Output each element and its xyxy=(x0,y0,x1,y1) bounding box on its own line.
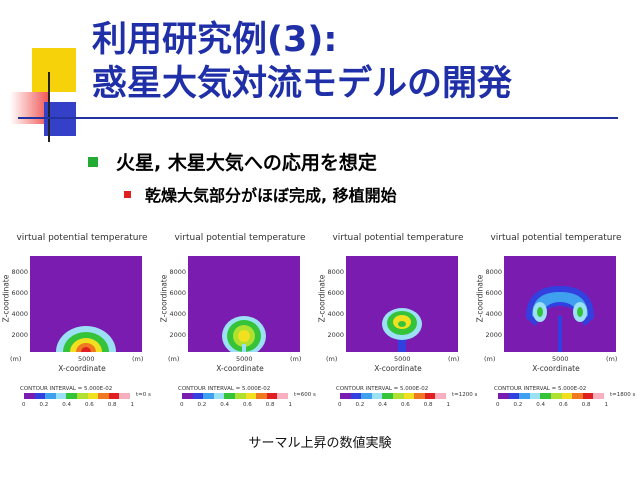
x-unit: (m) xyxy=(10,355,22,363)
colorbar xyxy=(24,393,130,399)
thermal-plume-graphic xyxy=(222,316,266,352)
y-tick: 6000 xyxy=(169,289,186,297)
title-underline xyxy=(18,117,618,119)
y-tick: 6000 xyxy=(11,289,28,297)
bullet-1-text: 火星, 木星大気への応用を想定 xyxy=(116,152,377,174)
y-tick: 6000 xyxy=(485,289,502,297)
title-line-1: 利用研究例(3): xyxy=(92,20,338,60)
decor-yellow-square xyxy=(32,48,76,92)
y-tick: 4000 xyxy=(11,310,28,318)
figure-caption: サーマル上昇の数値実験 xyxy=(248,436,392,451)
colorbar xyxy=(498,393,604,399)
contour-plot xyxy=(346,256,458,352)
slide-title: 利用研究例(3): 惑星大気対流モデルの開発 xyxy=(92,18,632,106)
bullet-2: 乾燥大気部分がほぼ完成, 移植開始 xyxy=(124,182,397,206)
simulation-panel-3: virtual potential temperature Z-coordina… xyxy=(318,228,478,414)
x-center-tick: 5000 xyxy=(552,355,569,363)
y-tick: 4000 xyxy=(327,310,344,318)
y-tick: 2000 xyxy=(11,331,28,339)
title-line-2: 惑星大気対流モデルの開発 xyxy=(92,64,513,104)
panel-xlabel: X-coordinate xyxy=(374,364,422,373)
thermal-plume-graphic xyxy=(526,286,594,352)
x-unit-right: (m) xyxy=(448,355,460,363)
contour-interval: CONTOUR INTERVAL = 5.000E-02 xyxy=(20,386,113,392)
time-label: t=600 s xyxy=(294,392,316,398)
x-unit: (m) xyxy=(326,355,338,363)
y-tick: 8000 xyxy=(327,268,344,276)
y-tick: 8000 xyxy=(11,268,28,276)
contour-plot xyxy=(30,256,142,352)
colorbar-ticks: 0 0.2 0.4 0.6 0.8 1 xyxy=(496,402,608,408)
y-tick: 2000 xyxy=(169,331,186,339)
colorbar-ticks: 0 0.2 0.4 0.6 0.8 1 xyxy=(338,402,450,408)
time-label: t=1200 s xyxy=(452,392,478,398)
time-label: t=0 s xyxy=(136,392,151,398)
colorbar xyxy=(182,393,288,399)
y-tick: 4000 xyxy=(169,310,186,318)
panel-xlabel: X-coordinate xyxy=(532,364,580,373)
simulation-panel-2: virtual potential temperature Z-coordina… xyxy=(160,228,320,414)
green-square-bullet-icon xyxy=(88,156,98,167)
x-unit-right: (m) xyxy=(290,355,302,363)
contour-interval: CONTOUR INTERVAL = 5.000E-02 xyxy=(178,386,271,392)
bullet-2-text: 乾燥大気部分がほぼ完成, 移植開始 xyxy=(145,186,397,205)
thermal-plume-graphic xyxy=(382,308,422,352)
x-unit-right: (m) xyxy=(606,355,618,363)
red-square-bullet-icon xyxy=(124,190,131,198)
panel-xlabel: X-coordinate xyxy=(216,364,264,373)
panel-title: virtual potential temperature xyxy=(490,233,622,243)
x-unit: (m) xyxy=(168,355,180,363)
y-tick: 8000 xyxy=(485,268,502,276)
simulation-panel-1: virtual potential temperature Z-coordina… xyxy=(2,228,162,414)
x-center-tick: 5000 xyxy=(394,355,411,363)
x-center-tick: 5000 xyxy=(236,355,253,363)
y-tick: 2000 xyxy=(485,331,502,339)
time-label: t=1800 s xyxy=(610,392,636,398)
panel-title: virtual potential temperature xyxy=(16,233,148,243)
y-tick: 2000 xyxy=(327,331,344,339)
contour-interval: CONTOUR INTERVAL = 5.000E-02 xyxy=(336,386,429,392)
colorbar xyxy=(340,393,446,399)
contour-plot xyxy=(504,256,616,352)
x-unit-right: (m) xyxy=(132,355,144,363)
x-center-tick: 5000 xyxy=(78,355,95,363)
thermal-plume-graphic xyxy=(56,326,116,352)
panel-title: virtual potential temperature xyxy=(174,233,306,243)
contour-interval: CONTOUR INTERVAL = 5.000E-02 xyxy=(494,386,587,392)
colorbar-ticks: 0 0.2 0.4 0.6 0.8 1 xyxy=(180,402,292,408)
y-tick: 8000 xyxy=(169,268,186,276)
panel-title: virtual potential temperature xyxy=(332,233,464,243)
panel-xlabel: X-coordinate xyxy=(58,364,106,373)
colorbar-ticks: 0 0.2 0.4 0.6 0.8 1 xyxy=(22,402,134,408)
bullet-1: 火星, 木星大気への応用を想定 xyxy=(88,148,377,175)
y-tick: 4000 xyxy=(485,310,502,318)
decor-vertical-line xyxy=(48,72,50,142)
contour-plot xyxy=(188,256,300,352)
x-unit: (m) xyxy=(484,355,496,363)
simulation-panel-4: virtual potential temperature Z-coordina… xyxy=(476,228,636,414)
y-tick: 6000 xyxy=(327,289,344,297)
